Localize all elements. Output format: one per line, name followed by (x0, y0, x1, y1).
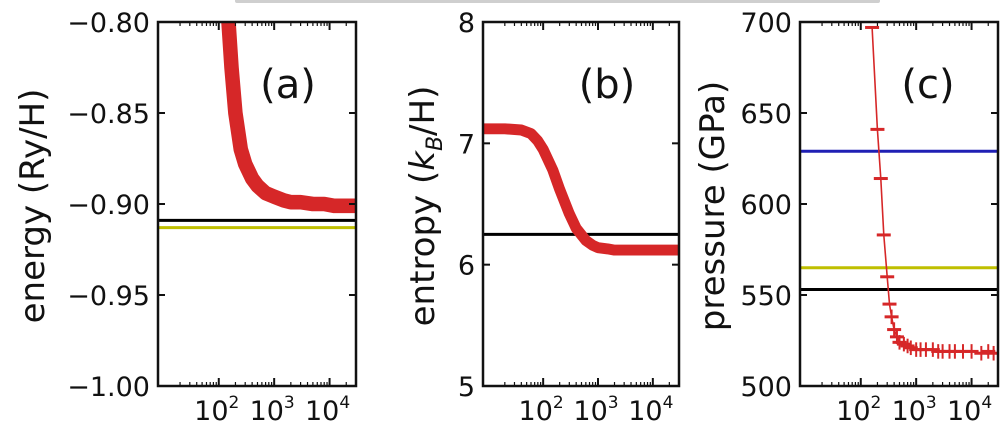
y-tick-label: −0.80 (67, 8, 150, 39)
y-tick-label: 500 (740, 372, 792, 403)
panel-label: (b) (579, 62, 636, 108)
y-axis-label: energy (Ry/H) (13, 89, 53, 324)
y-tick-label: 600 (740, 190, 792, 221)
y-axis-label: pressure (GPa) (693, 81, 733, 331)
data-band (221, 22, 356, 214)
top-edge-bar (235, 0, 880, 3)
panel-1: −0.80 −0.85 −0.90 −0.95 −1.00 102 103 104 energy… (13, 8, 358, 426)
panel-label: (c) (901, 62, 954, 108)
y-tick-label: 700 (740, 8, 792, 39)
x-tick-label: 102 (519, 393, 564, 426)
y-tick-label: 6 (458, 251, 475, 282)
panel-3: 500 550 600 650 700 102 103 104 pressure (GPa) (c… (693, 8, 1000, 426)
x-tick-label: 103 (250, 393, 295, 426)
y-tick-label: −1.00 (67, 372, 150, 403)
x-tick-label: 102 (194, 393, 239, 426)
x-tick-label: 104 (305, 393, 350, 426)
axes-frame (798, 20, 1000, 388)
x-tick-label: 104 (947, 393, 992, 426)
y-axis-label: entropy (kB/H) (403, 86, 448, 327)
x-tick-label: 102 (836, 393, 881, 426)
y-tick-label: 650 (740, 99, 792, 130)
x-tick-label: 104 (628, 393, 673, 426)
x-tick-label: 103 (573, 393, 618, 426)
data-band (483, 123, 679, 256)
y-tick-label: −0.90 (67, 190, 150, 221)
y-tick-label: −0.85 (67, 99, 150, 130)
y-tick-label: 550 (740, 281, 792, 312)
plot-area (158, 22, 356, 230)
x-tick-label: 103 (892, 393, 937, 426)
y-tick-label: −0.95 (67, 281, 150, 312)
y-tick-label: 8 (458, 8, 475, 39)
y-tick-label: 7 (458, 129, 475, 160)
panel-2: 5 6 7 8 102 103 104 entropy (kB/H) (b) (403, 8, 681, 426)
plot-area (483, 123, 679, 256)
panel-label: (a) (260, 62, 316, 108)
y-tick-label: 5 (458, 372, 475, 403)
plot-area (800, 25, 998, 361)
